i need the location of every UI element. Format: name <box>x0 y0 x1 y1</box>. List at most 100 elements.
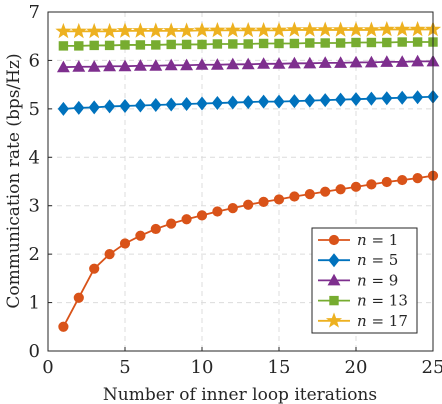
series-1 <box>58 170 439 332</box>
legend-variable: n <box>357 251 367 269</box>
data-point <box>135 40 146 50</box>
data-point <box>366 179 377 190</box>
data-point <box>304 93 316 108</box>
data-point <box>257 57 271 69</box>
legend-marker <box>327 273 341 286</box>
data-point <box>305 38 315 48</box>
data-point <box>103 99 116 114</box>
data-point <box>409 20 426 37</box>
data-point <box>334 92 347 107</box>
data-point <box>181 214 192 225</box>
data-point <box>196 96 208 111</box>
data-point <box>301 21 318 37</box>
legend-value: = 13 <box>367 292 408 310</box>
data-point <box>334 56 348 68</box>
data-point <box>365 91 378 106</box>
series-3 <box>56 54 440 73</box>
legend-label: n = 9 <box>357 271 398 289</box>
data-point <box>227 95 239 110</box>
data-point <box>258 38 269 49</box>
data-point <box>197 39 207 50</box>
legend-marker <box>328 234 340 246</box>
legend: n = 1n = 5n = 9n = 13n = 17 <box>311 227 418 334</box>
data-point <box>412 173 423 184</box>
data-point <box>243 199 254 210</box>
data-point <box>286 21 303 37</box>
data-point <box>257 94 270 109</box>
y-tick-label: 4 <box>29 147 40 168</box>
data-point <box>347 21 365 37</box>
data-point <box>273 194 285 205</box>
y-axis-title: Communication rate (bps/Hz) <box>4 53 24 308</box>
data-point <box>273 94 285 109</box>
data-point <box>396 90 408 105</box>
legend-value: = 5 <box>367 251 399 269</box>
data-point <box>149 59 163 71</box>
legend-item: n = 5 <box>318 251 398 269</box>
x-tick-label: 20 <box>345 357 368 378</box>
data-point <box>318 56 332 68</box>
y-tick-label: 2 <box>29 244 40 265</box>
data-point <box>56 60 70 73</box>
data-point <box>73 292 84 303</box>
y-tick-label: 0 <box>29 341 40 362</box>
data-point <box>228 39 238 49</box>
data-point <box>163 22 180 38</box>
data-point <box>395 55 409 67</box>
legend-marker <box>325 312 343 328</box>
data-point <box>335 38 346 48</box>
data-point <box>270 21 288 38</box>
data-point <box>378 20 395 37</box>
series-layer <box>55 20 442 332</box>
data-point <box>70 22 87 39</box>
data-point <box>258 196 269 207</box>
data-point <box>350 92 362 107</box>
data-point <box>166 218 177 229</box>
data-point <box>209 21 226 38</box>
x-tick-label: 0 <box>42 357 53 378</box>
legend-label: n = 13 <box>357 292 408 310</box>
data-point <box>381 176 392 188</box>
data-point <box>147 22 164 38</box>
data-point <box>89 263 100 274</box>
data-point <box>364 55 378 68</box>
axis-ticks: 0 5 10 15 20 25 0 1 2 3 4 5 6 7 <box>29 2 442 378</box>
data-point <box>118 59 132 72</box>
data-point <box>193 21 211 38</box>
x-tick-label: 25 <box>422 357 442 378</box>
data-point <box>272 57 286 69</box>
data-point <box>164 58 178 71</box>
data-point <box>133 59 147 71</box>
data-point <box>211 96 224 111</box>
data-point <box>335 184 346 195</box>
series-2 <box>57 89 439 116</box>
data-point <box>242 95 254 110</box>
legend-item: n = 13 <box>318 292 408 310</box>
y-tick-label: 1 <box>29 293 40 314</box>
data-point <box>317 21 334 37</box>
y-tick-label: 3 <box>29 196 40 217</box>
data-point <box>320 186 331 197</box>
data-point <box>72 60 86 72</box>
data-point <box>212 39 223 49</box>
legend-item: n = 9 <box>318 271 398 289</box>
data-point <box>397 174 408 186</box>
y-tick-label: 6 <box>29 50 40 71</box>
data-point <box>394 20 411 37</box>
data-point <box>351 37 361 48</box>
data-point <box>180 97 193 112</box>
legend-item: n = 1 <box>318 231 398 249</box>
data-point <box>320 38 330 48</box>
data-point <box>243 39 253 49</box>
data-point <box>134 98 147 113</box>
data-point <box>412 37 423 47</box>
data-point <box>89 40 99 51</box>
data-point <box>397 37 407 47</box>
data-point <box>132 22 149 38</box>
y-tick-label: 7 <box>29 2 40 23</box>
legend-variable: n <box>357 271 367 289</box>
data-point <box>227 203 238 214</box>
legend-marker <box>328 253 340 268</box>
data-point <box>196 210 208 221</box>
x-tick-label: 15 <box>268 357 291 378</box>
